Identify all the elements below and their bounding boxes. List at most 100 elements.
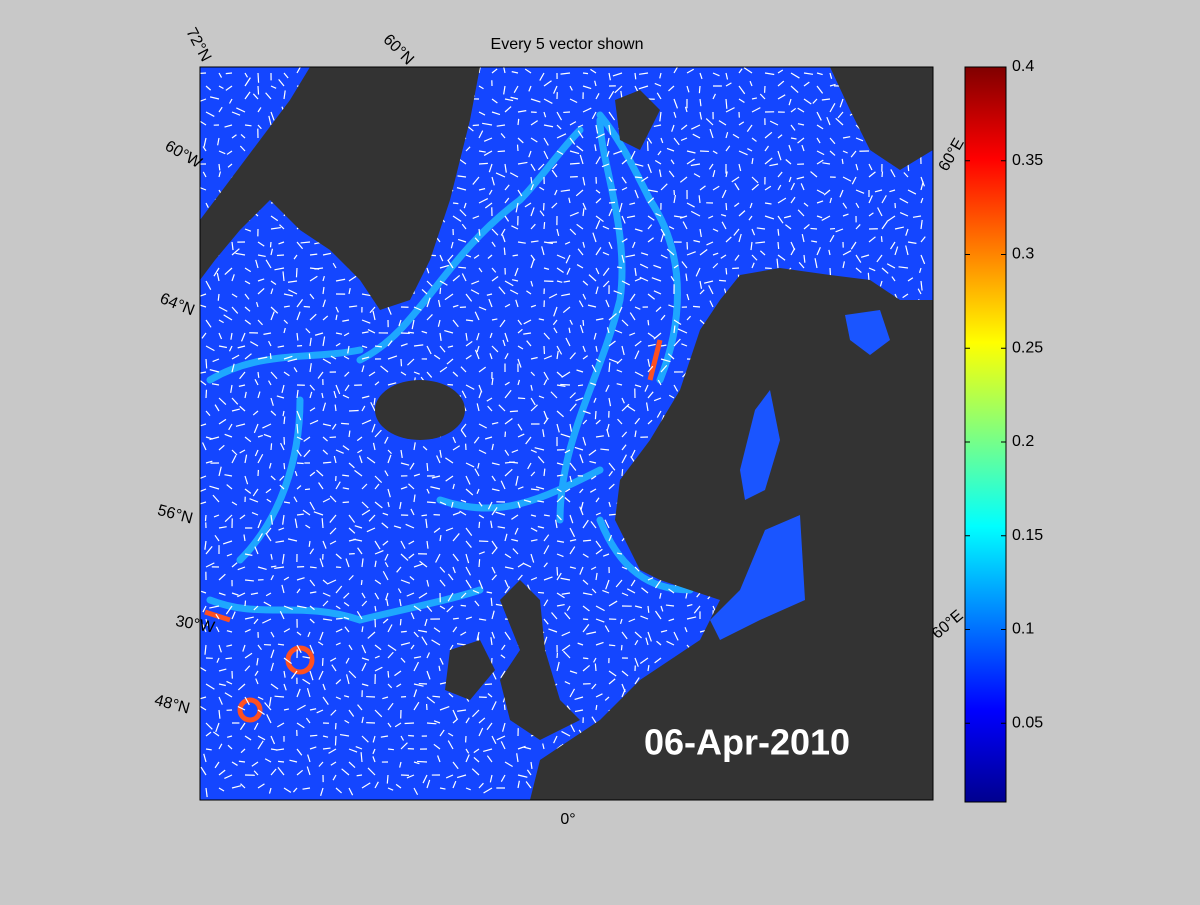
vector [479, 522, 480, 528]
vector [510, 411, 518, 412]
vector [518, 398, 525, 399]
vector [726, 99, 727, 109]
vector [513, 255, 518, 256]
vector [309, 353, 310, 359]
vector [258, 86, 259, 95]
vector [466, 320, 473, 321]
vector [275, 696, 284, 697]
vector [239, 761, 245, 762]
vector [245, 601, 246, 606]
vector [609, 645, 615, 646]
vector [570, 163, 580, 164]
vector [504, 248, 505, 255]
vector [206, 359, 207, 368]
vector [453, 618, 459, 619]
colorbar-tick-label: 0.1 [1012, 621, 1034, 638]
vector [271, 443, 272, 450]
vector [648, 606, 649, 613]
vector [538, 592, 544, 593]
vector [726, 203, 727, 210]
vector [245, 125, 252, 126]
vector [778, 242, 779, 249]
colorbar-tick-label: 0.35 [1012, 152, 1043, 169]
vector [408, 735, 414, 736]
vector [427, 723, 436, 724]
vector [309, 541, 310, 547]
vector [473, 125, 479, 126]
vector [284, 463, 285, 469]
vector [693, 306, 700, 307]
map [197, 64, 933, 800]
vector [335, 736, 336, 746]
vector [518, 119, 519, 125]
vector [842, 159, 843, 164]
vector [595, 664, 596, 671]
vector [461, 605, 466, 606]
vector [323, 462, 331, 463]
vector [881, 236, 882, 242]
vector [479, 163, 488, 164]
vector [427, 463, 428, 471]
vector [361, 580, 362, 585]
vector [719, 280, 726, 281]
vector [810, 228, 817, 229]
title: Every 5 vector shown [491, 36, 644, 53]
vector [258, 73, 259, 83]
vector [270, 353, 271, 359]
vector [595, 411, 596, 419]
vector [284, 417, 285, 424]
vector [205, 515, 206, 521]
vector [583, 320, 584, 326]
vector [726, 268, 727, 274]
vector [491, 598, 492, 606]
date-label: 06-Apr-2010 [644, 722, 850, 763]
graticule-label: 0° [560, 811, 575, 828]
colorbar-tick-label: 0.05 [1012, 714, 1043, 731]
vector [578, 385, 583, 386]
iceland [375, 380, 465, 440]
vector [357, 775, 362, 776]
vector [479, 559, 480, 567]
colorbar-tick-label: 0.15 [1012, 527, 1043, 544]
vector [583, 658, 588, 659]
vector [296, 268, 297, 277]
colorbar-tick-label: 0.25 [1012, 339, 1043, 356]
colorbar-tick-label: 0.4 [1012, 58, 1034, 75]
colorbar [965, 67, 1006, 802]
vector [225, 658, 232, 659]
vector [218, 294, 219, 301]
vector [699, 86, 700, 93]
vector [583, 540, 591, 541]
vector [458, 267, 466, 268]
vector [498, 151, 505, 152]
vector [401, 631, 407, 632]
vector [778, 229, 779, 236]
vector [341, 423, 349, 424]
vector [544, 222, 545, 229]
vector [278, 644, 284, 645]
vector [609, 202, 615, 203]
colorbar-tick-label: 0.2 [1012, 433, 1034, 450]
vector [447, 384, 453, 385]
vector [531, 177, 532, 184]
vector [432, 696, 440, 697]
vector [485, 684, 492, 685]
vector [219, 164, 220, 170]
vector [557, 567, 558, 576]
vector [322, 518, 323, 528]
vector [388, 749, 394, 750]
vector [278, 761, 284, 762]
vector [621, 645, 622, 650]
vector [310, 735, 317, 736]
vector [408, 332, 414, 333]
vector [583, 73, 588, 74]
vector [305, 489, 310, 490]
vector [635, 73, 636, 79]
vector [417, 761, 427, 762]
vector [388, 671, 389, 678]
colorbar-tick-label: 0.3 [1012, 246, 1034, 263]
vector [504, 705, 505, 710]
vector [868, 273, 869, 281]
vector [648, 320, 649, 325]
